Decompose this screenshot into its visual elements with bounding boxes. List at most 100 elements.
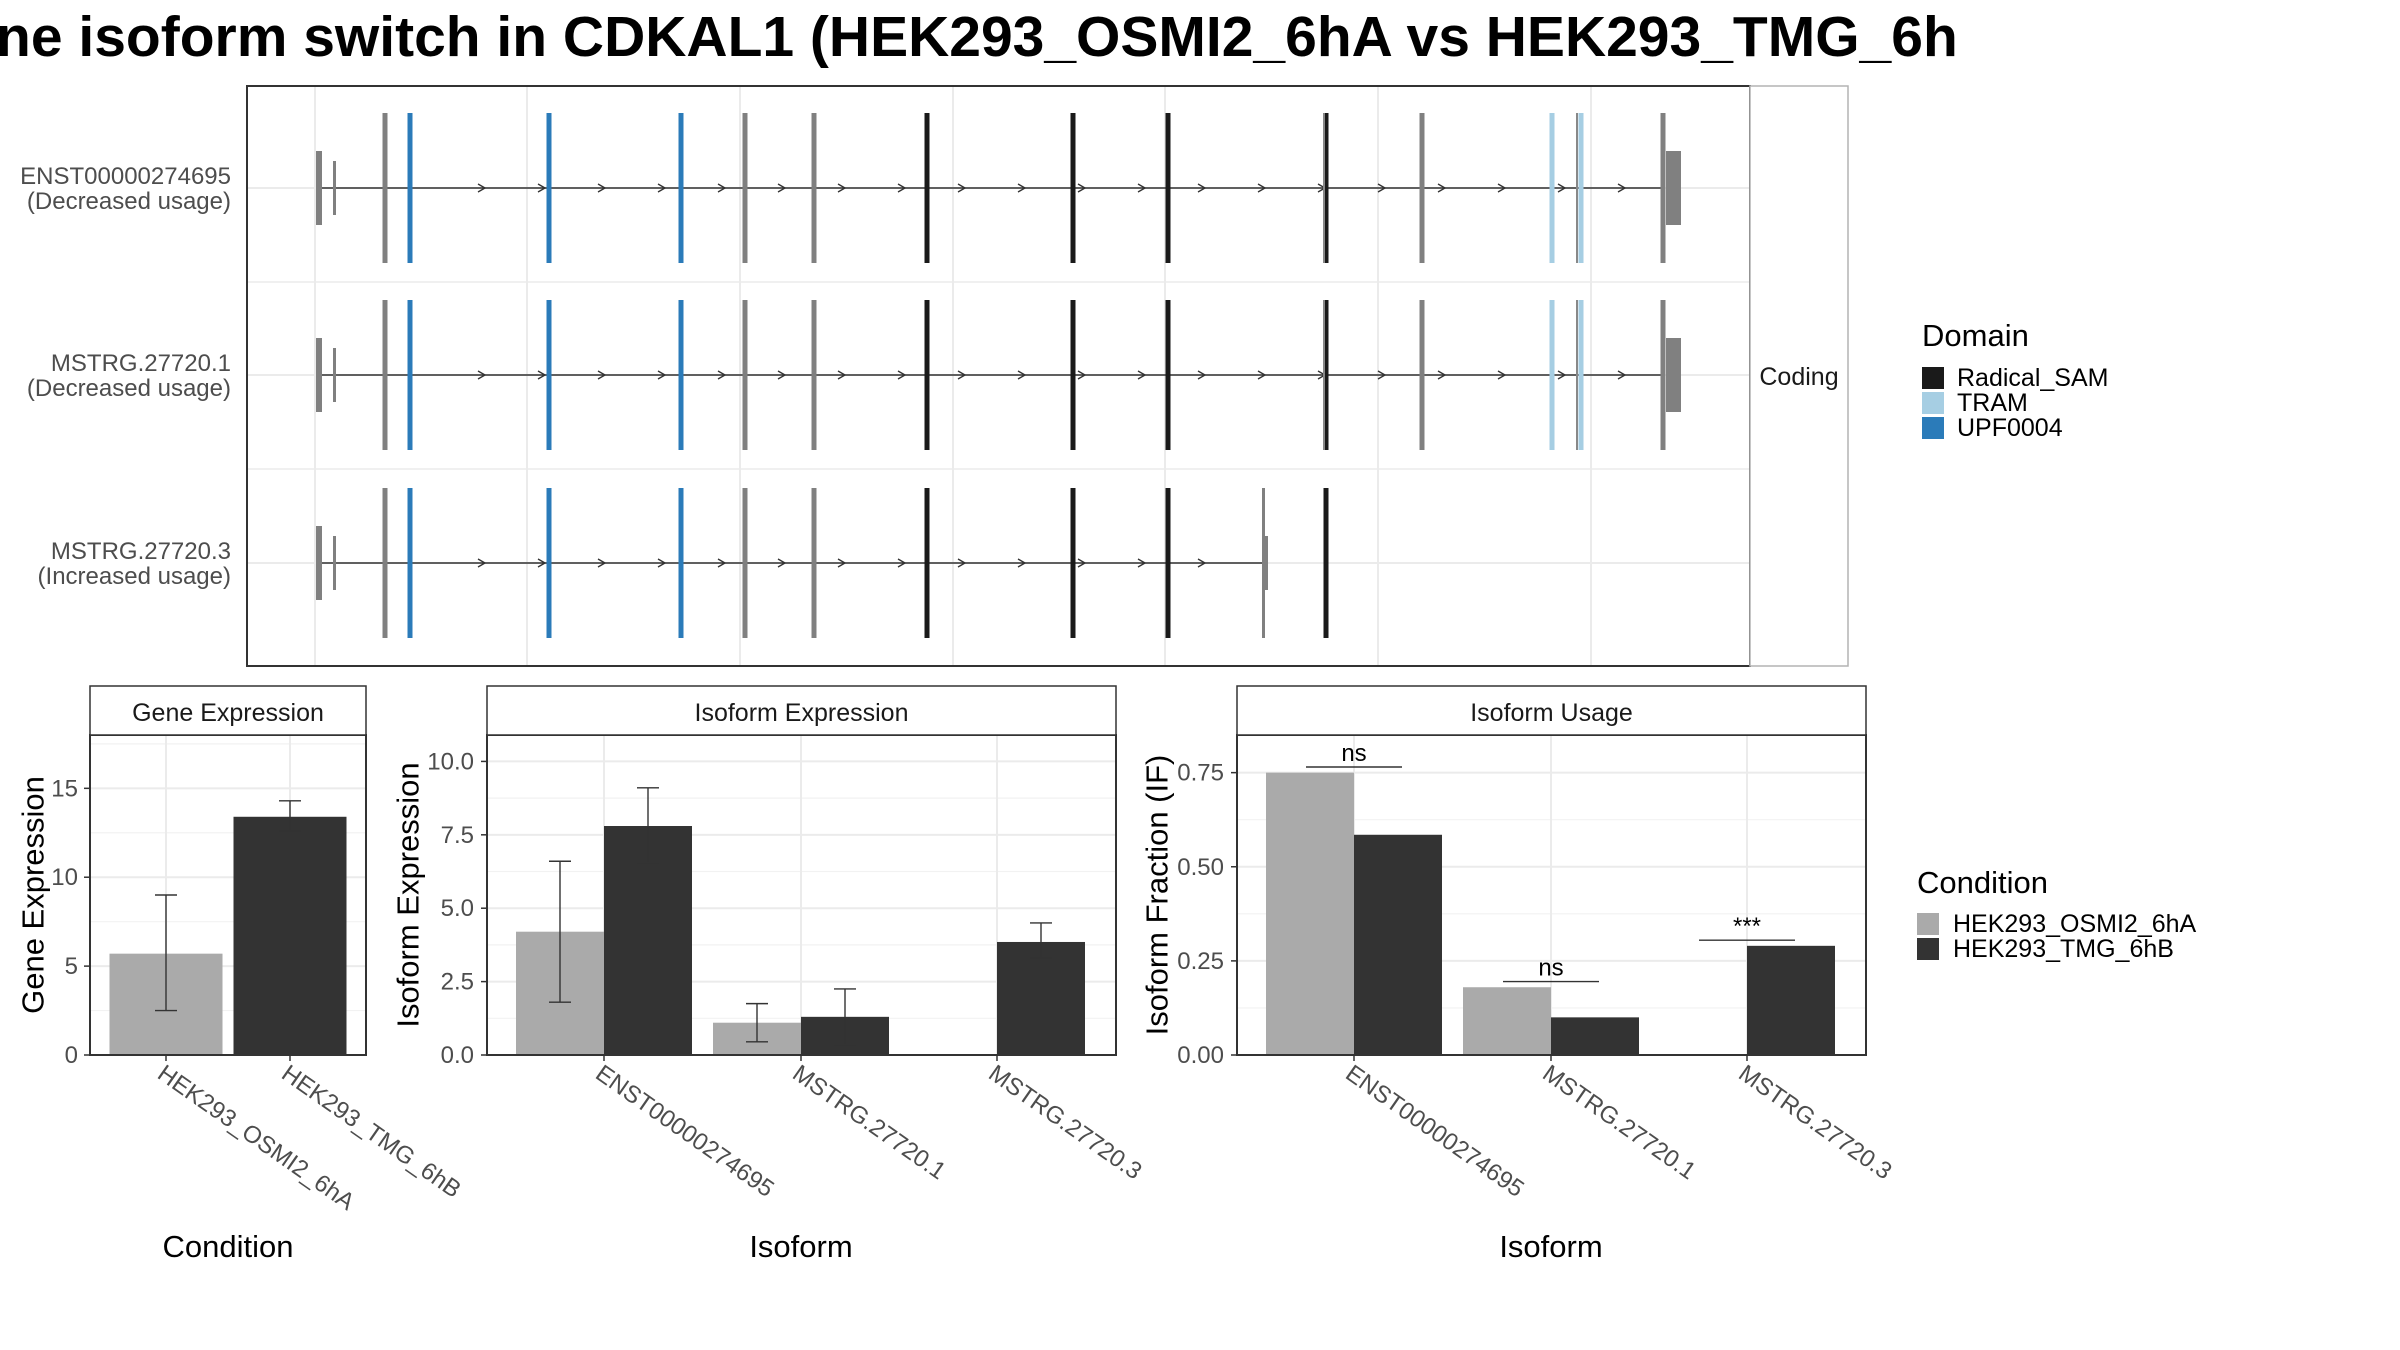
y-axis-title: Gene Expression bbox=[16, 776, 51, 1014]
legend-title: Domain bbox=[1922, 318, 2029, 353]
direction-arrow bbox=[1197, 558, 1207, 568]
exon bbox=[811, 488, 817, 638]
direction-arrow bbox=[1137, 558, 1147, 568]
y-tick-label: 5.0 bbox=[441, 895, 474, 922]
direction-arrow bbox=[1077, 558, 1087, 568]
direction-arrow bbox=[537, 370, 547, 380]
exon bbox=[811, 113, 817, 263]
direction-arrow bbox=[1257, 183, 1267, 193]
x-tick-label: MSTRG.27720.3 bbox=[1734, 1060, 1897, 1185]
direction-arrow bbox=[597, 183, 607, 193]
exon-utr-3prime bbox=[1666, 338, 1681, 412]
direction-arrow bbox=[1017, 183, 1027, 193]
x-tick-label: MSTRG.27720.1 bbox=[1538, 1060, 1701, 1185]
exon-last bbox=[1262, 488, 1265, 638]
isoform-structure-panel: ENST00000274695(Decreased usage)MSTRG.27… bbox=[20, 85, 1849, 667]
legend-key bbox=[1917, 938, 1939, 960]
exon-utr bbox=[316, 338, 322, 412]
bar bbox=[604, 826, 692, 1055]
exon-utr-3prime bbox=[1666, 151, 1681, 225]
legend-title: Condition bbox=[1917, 865, 2048, 900]
exon bbox=[924, 300, 930, 450]
exon bbox=[546, 488, 552, 638]
y-tick-label: 15 bbox=[51, 775, 78, 802]
exon bbox=[742, 488, 748, 638]
exon bbox=[1323, 488, 1329, 638]
exon-edge bbox=[1323, 300, 1325, 450]
isoform-usage-panel: 0.00 0.25 0.50 0.75 ns ns *** Isoform Usage ENST… bbox=[1140, 685, 1897, 1264]
exon-utr-3prime bbox=[1265, 536, 1268, 590]
exon bbox=[407, 300, 413, 450]
direction-arrow bbox=[657, 183, 667, 193]
direction-arrow bbox=[777, 370, 787, 380]
y-axis-title: Isoform Expression bbox=[391, 762, 426, 1027]
legend-key bbox=[1922, 367, 1944, 389]
exon bbox=[1323, 300, 1329, 450]
exon bbox=[678, 300, 684, 450]
bar bbox=[1551, 1017, 1639, 1055]
direction-arrow bbox=[1137, 370, 1147, 380]
y-tick-label: 10 bbox=[51, 864, 78, 891]
y-tick-label: 0.0 bbox=[441, 1042, 474, 1069]
y-tick-label: 0.25 bbox=[1177, 948, 1224, 975]
exon bbox=[1578, 300, 1584, 450]
strip-label: Isoform Usage bbox=[1470, 699, 1633, 727]
exon bbox=[546, 113, 552, 263]
direction-arrow bbox=[537, 558, 547, 568]
legend-key bbox=[1922, 392, 1944, 414]
direction-arrow bbox=[897, 183, 907, 193]
y-tick-label: 10.0 bbox=[427, 748, 474, 775]
exon bbox=[811, 300, 817, 450]
legend-label: UPF0004 bbox=[1957, 414, 2063, 442]
exon bbox=[1549, 300, 1555, 450]
exon bbox=[1070, 113, 1076, 263]
exon bbox=[678, 113, 684, 263]
exon-utr bbox=[316, 151, 322, 225]
x-axis-title: Condition bbox=[163, 1229, 294, 1264]
exon bbox=[1165, 488, 1171, 638]
exon bbox=[546, 300, 552, 450]
exon bbox=[1419, 300, 1425, 450]
direction-arrow bbox=[1497, 370, 1507, 380]
significance-label: *** bbox=[1733, 913, 1761, 940]
significance-label: ns bbox=[1538, 955, 1563, 982]
direction-arrow bbox=[657, 558, 667, 568]
direction-arrow bbox=[837, 558, 847, 568]
y-tick-label: 7.5 bbox=[441, 822, 474, 849]
direction-arrow bbox=[1017, 370, 1027, 380]
significance-label: ns bbox=[1341, 740, 1366, 767]
direction-arrow bbox=[1197, 370, 1207, 380]
direction-arrow bbox=[957, 183, 967, 193]
strip-label-coding: Coding bbox=[1759, 363, 1838, 391]
direction-arrow bbox=[957, 558, 967, 568]
legend-label: Radical_SAM bbox=[1957, 364, 2108, 392]
x-tick-label: ENST00000274695 bbox=[1341, 1060, 1529, 1203]
strip-box bbox=[89, 685, 367, 736]
legend-label: HEK293_TMG_6hB bbox=[1953, 935, 2174, 963]
direction-arrow bbox=[1077, 370, 1087, 380]
direction-arrow bbox=[477, 183, 487, 193]
direction-arrow bbox=[657, 370, 667, 380]
direction-arrow bbox=[1437, 183, 1447, 193]
exon bbox=[1165, 300, 1171, 450]
strip-label: Isoform Expression bbox=[695, 699, 909, 727]
isoform-status: (Decreased usage) bbox=[27, 375, 231, 402]
x-tick-label: MSTRG.27720.1 bbox=[788, 1060, 951, 1185]
x-tick-label: MSTRG.27720.3 bbox=[984, 1060, 1147, 1185]
isoform-label: MSTRG.27720.1 bbox=[51, 350, 231, 377]
bar bbox=[233, 816, 347, 1055]
exon bbox=[924, 113, 930, 263]
exon bbox=[1070, 488, 1076, 638]
direction-arrow bbox=[1497, 183, 1507, 193]
direction-arrow bbox=[837, 370, 847, 380]
isoform-label: ENST00000274695 bbox=[20, 163, 231, 190]
y-tick-label: 0 bbox=[65, 1042, 78, 1069]
isoform-status: (Decreased usage) bbox=[27, 188, 231, 215]
exon bbox=[1165, 113, 1171, 263]
bar bbox=[997, 941, 1085, 1055]
exon-edge bbox=[1323, 113, 1325, 263]
exon bbox=[1660, 300, 1666, 450]
legend-key bbox=[1917, 913, 1939, 935]
